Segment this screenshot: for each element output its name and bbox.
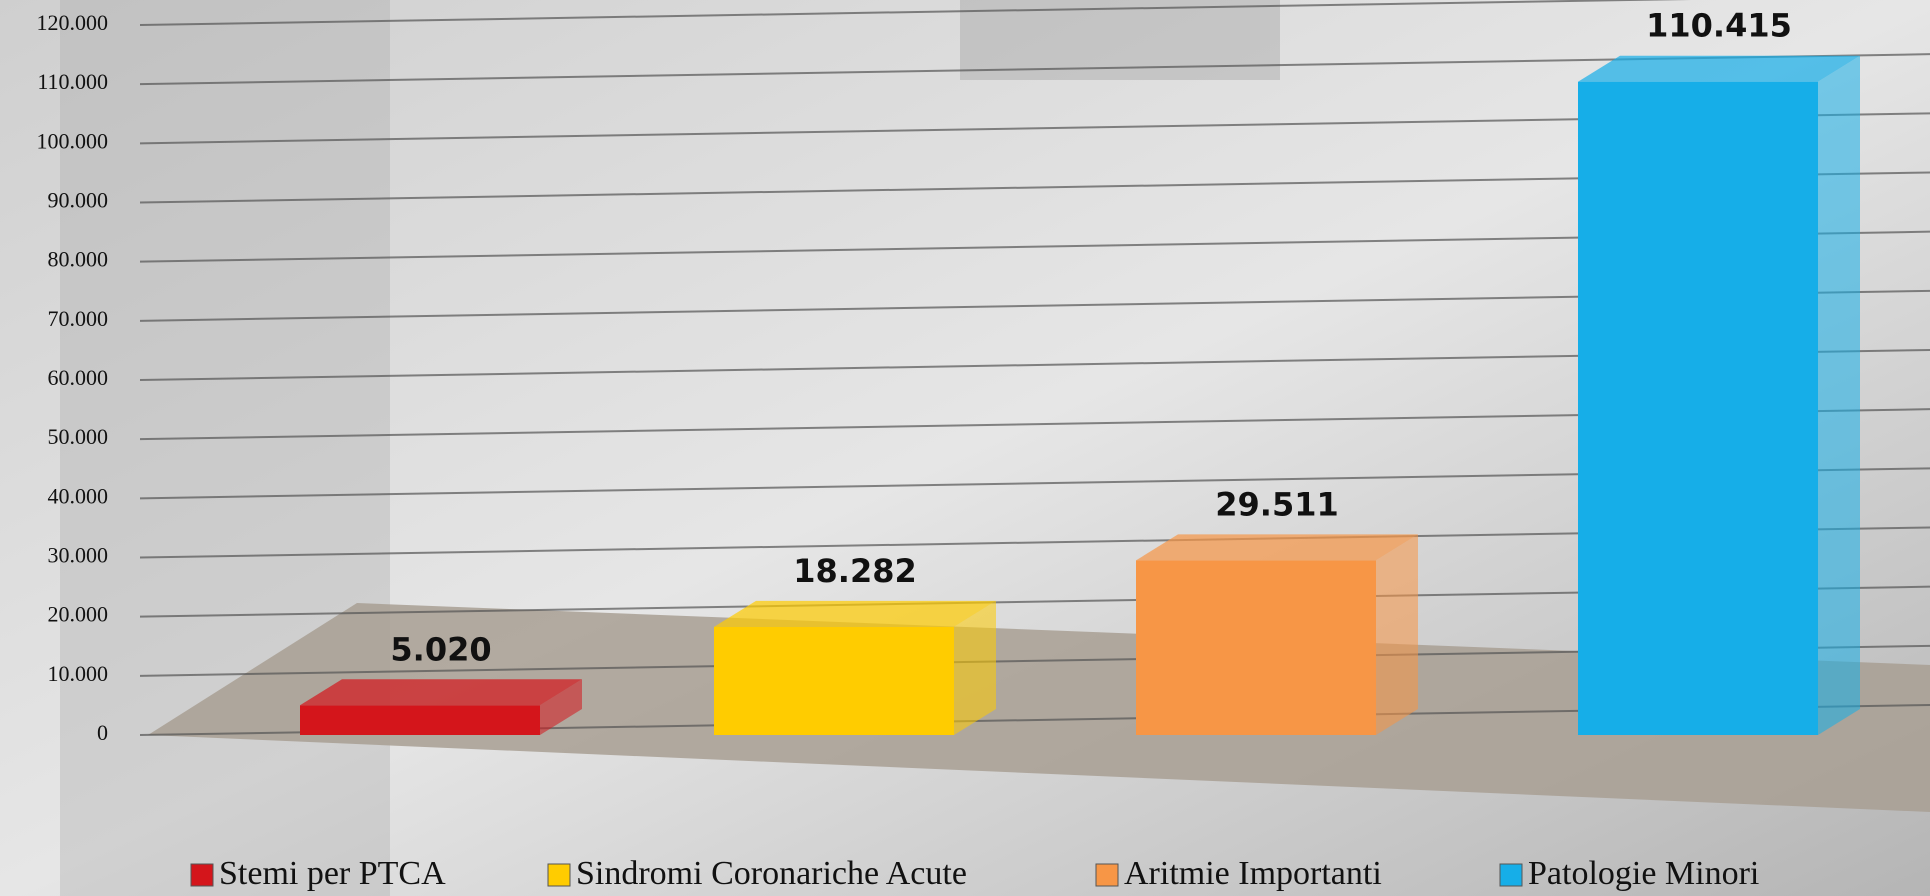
y-tick-label: 80.000 [48,247,109,272]
bar-side [954,600,996,735]
legend-label: Patologie Minori [1528,855,1759,892]
y-tick-label: 70.000 [48,306,109,331]
grid-line [139,0,1692,26]
y-tick-label: 50.000 [48,424,109,449]
legend-label: Sindromi Coronariche Acute [576,855,967,892]
bar-top [1578,55,1860,82]
y-tick-label: 120.000 [37,10,109,35]
bar [1578,81,1818,736]
value-label: 29.511 [1215,485,1338,523]
bar-side [1376,534,1418,735]
y-tick-label: 60.000 [48,365,109,390]
legend-swatch [1499,863,1523,887]
value-label: 110.415 [1646,7,1792,45]
y-tick-label: 30.000 [48,543,109,568]
bar [1136,560,1376,735]
y-tick-label: 20.000 [48,602,109,627]
y-tick-label: 0 [97,720,108,745]
legend-label: Aritmie Importanti [1124,855,1382,892]
background-monitor [60,0,390,896]
bar-side [1818,55,1860,736]
bar-top [1136,534,1418,561]
bar-top [714,600,996,627]
legend-swatch [547,863,571,887]
value-label: 18.282 [793,552,916,590]
y-tick-label: 100.000 [37,128,109,153]
value-label: 5.020 [390,630,491,668]
floor [148,603,1930,812]
bar [714,626,954,735]
y-tick-label: 110.000 [37,69,108,94]
legend-swatch [190,863,214,887]
legend-label: Stemi per PTCA [219,855,446,892]
y-tick-label: 40.000 [48,483,109,508]
bars: 5.020 18.282 29.511 110.415 [300,7,1860,736]
y-tick-label: 10.000 [48,661,109,686]
bar-side [540,679,582,735]
bar-top [300,679,582,706]
legend-swatch [1095,863,1119,887]
y-tick-label: 90.000 [48,188,109,213]
legend: Stemi per PTCA Sindromi Coronariche Acute… [190,855,1759,892]
bar [300,705,540,735]
